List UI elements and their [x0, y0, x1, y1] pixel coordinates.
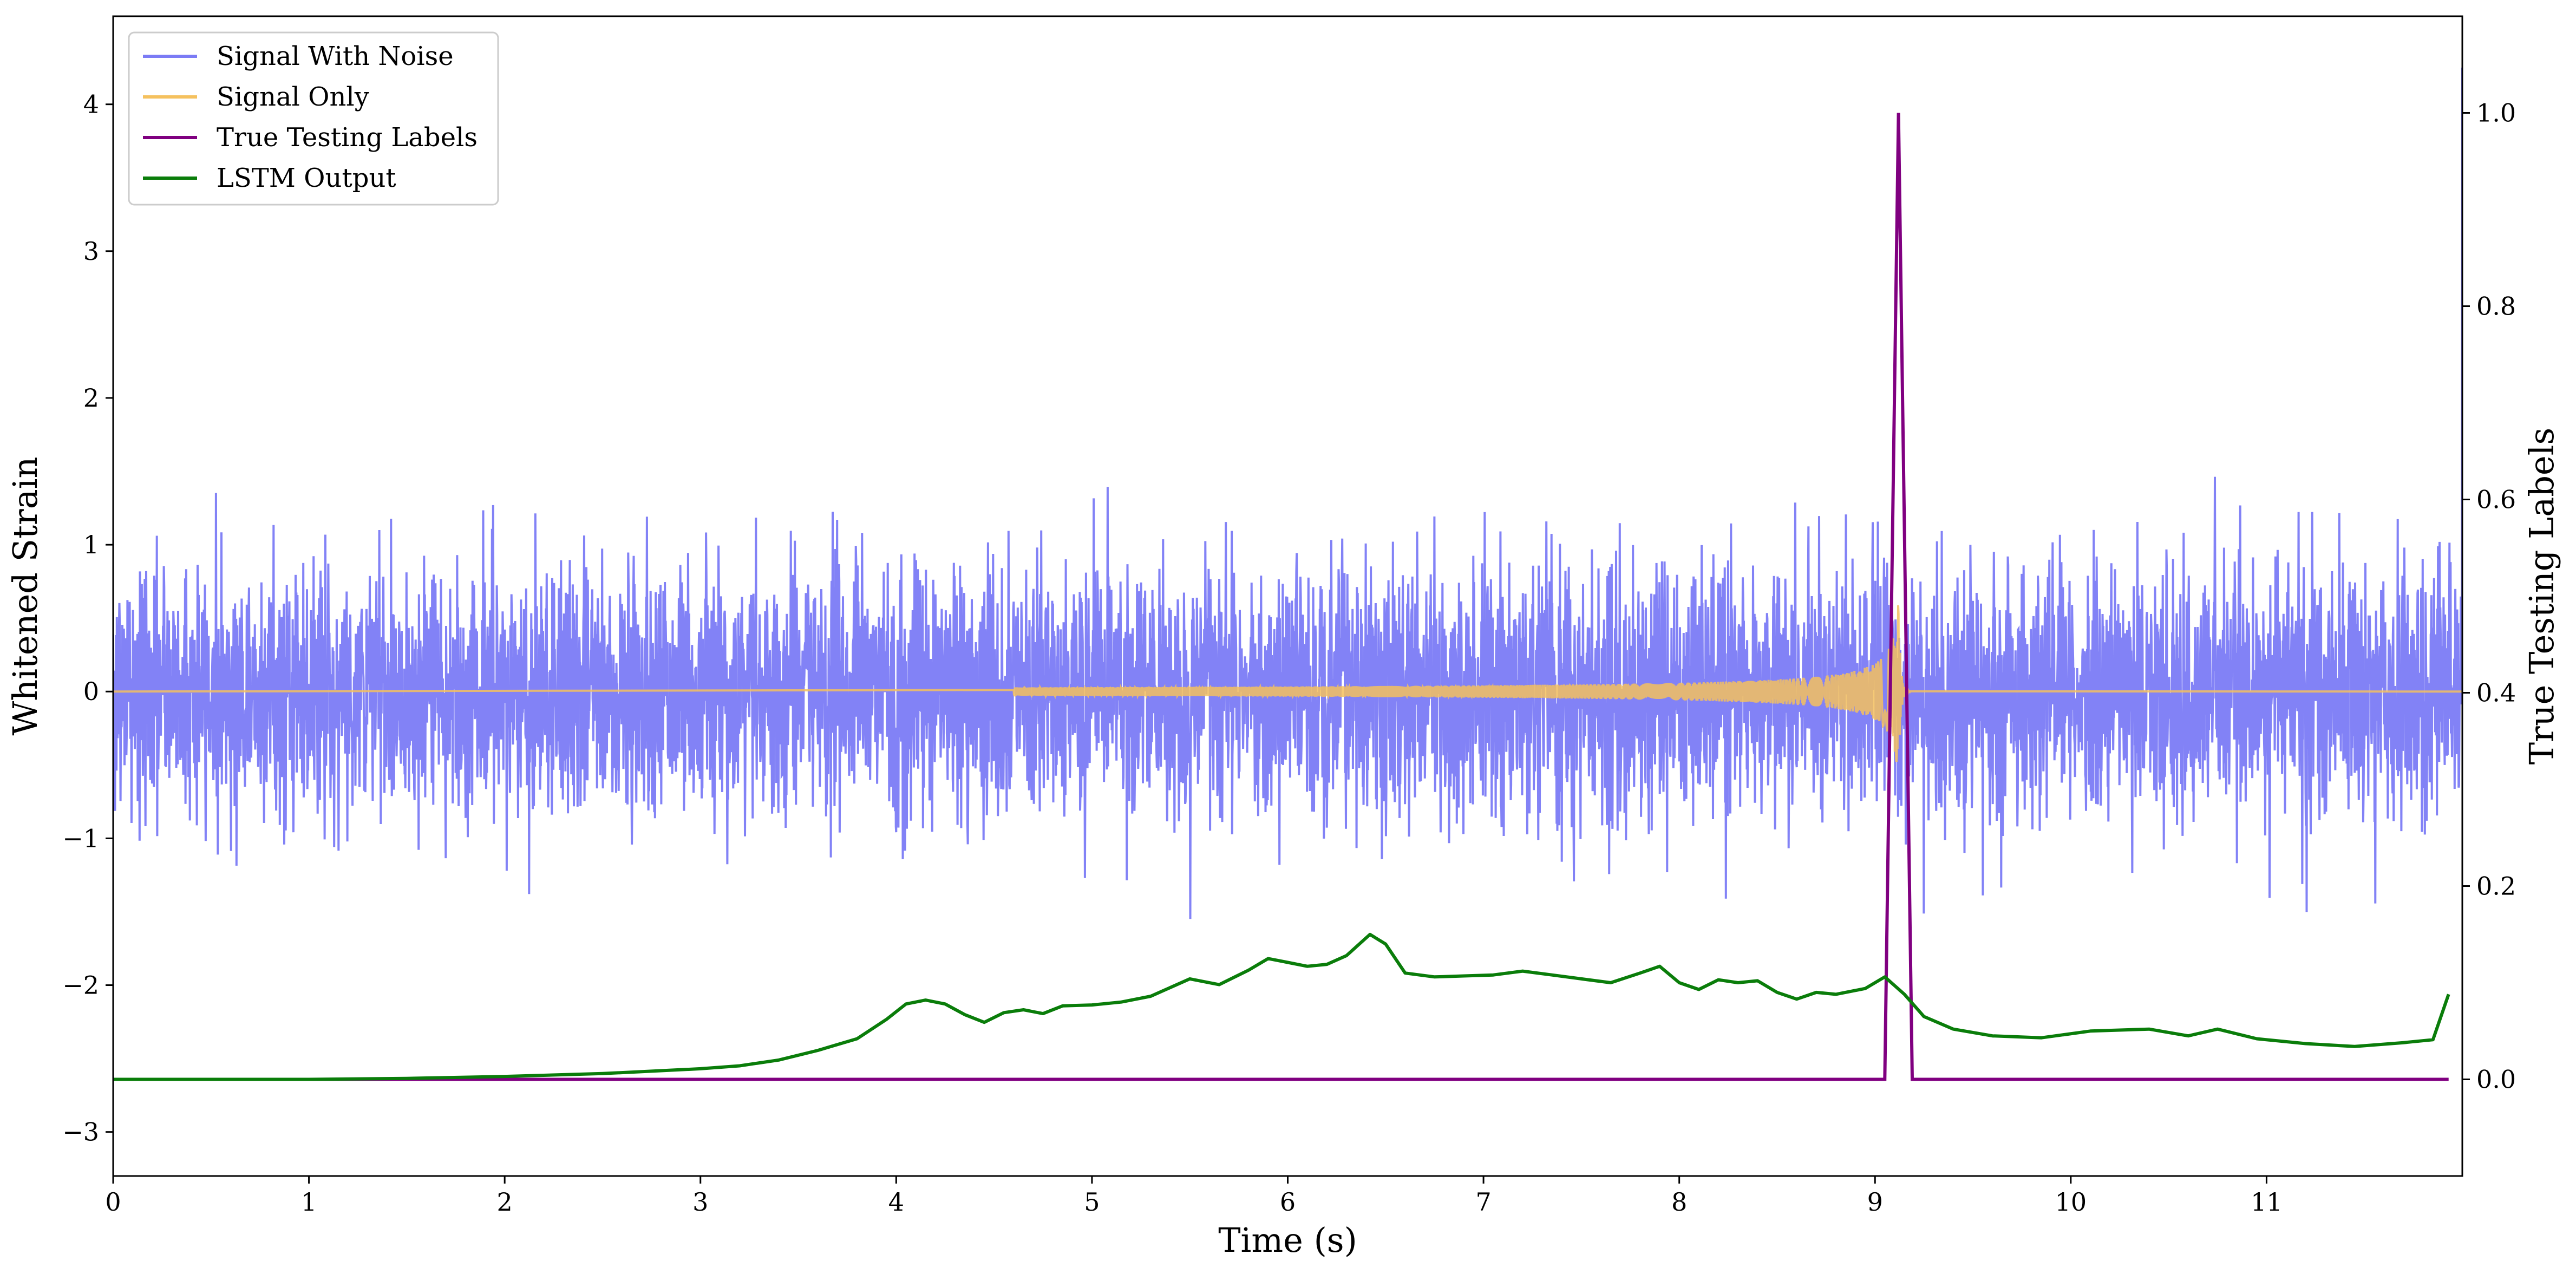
x-tick-label: 7 [1475, 1187, 1491, 1217]
series-lstm-output [113, 932, 2450, 1081]
x-tick-label: 6 [1280, 1187, 1296, 1217]
x-tick-label: 4 [888, 1187, 904, 1217]
legend-label: Signal Only [217, 82, 369, 112]
y2-tick-label: 0.6 [2476, 485, 2516, 514]
y-tick-label: −3 [62, 1118, 99, 1147]
y2-axis-label: True Testing Labels [2522, 428, 2561, 765]
y2-tick-label: 0.2 [2476, 872, 2516, 901]
legend-label: LSTM Output [217, 163, 396, 193]
x-tick-label: 3 [692, 1187, 708, 1217]
y-tick-label: −1 [62, 824, 99, 853]
y-tick-label: 3 [83, 237, 99, 266]
x-axis-label: Time (s) [1218, 1220, 1357, 1260]
axes: 0 1 2 3 4 5 6 7 8 9 10 11 −3 −2 −1 0 1 2 3 4 0.0 0.2 0.4 0.6 0.8… [62, 15, 2516, 1217]
x-tick-label: 0 [105, 1187, 121, 1217]
y2-tick-label: 1.0 [2476, 99, 2516, 128]
y-tick-label: 0 [83, 677, 99, 706]
y-axis-label: Whitened Strain [5, 457, 45, 736]
legend-label: True Testing Labels [217, 122, 478, 153]
legend-box [128, 31, 499, 206]
series-signal-with-noise [113, 67, 2462, 919]
x-tick-label: 5 [1084, 1187, 1100, 1217]
y-tick-label: 2 [83, 383, 99, 413]
x-tick-label: 1 [301, 1187, 317, 1217]
legend: Signal With Noise Signal Only True Testing… [128, 31, 499, 206]
y2-tick-label: 0.8 [2476, 292, 2516, 321]
y-tick-label: 4 [83, 90, 99, 119]
x-tick-label: 10 [2055, 1187, 2087, 1217]
y-tick-label: 1 [83, 530, 99, 559]
series-signal-only [113, 605, 2462, 762]
plot-area [113, 67, 2462, 1081]
series-true-testing-labels [113, 113, 2449, 1081]
legend-label: Signal With Noise [217, 41, 454, 71]
y2-tick-label: 0.4 [2476, 678, 2516, 708]
y-tick-label: −2 [62, 971, 99, 1000]
x-tick-label: 2 [497, 1187, 513, 1217]
x-tick-label: 9 [1867, 1187, 1883, 1217]
y2-tick-label: 0.0 [2476, 1065, 2516, 1094]
x-tick-label: 11 [2251, 1187, 2283, 1217]
x-tick-label: 8 [1671, 1187, 1687, 1217]
